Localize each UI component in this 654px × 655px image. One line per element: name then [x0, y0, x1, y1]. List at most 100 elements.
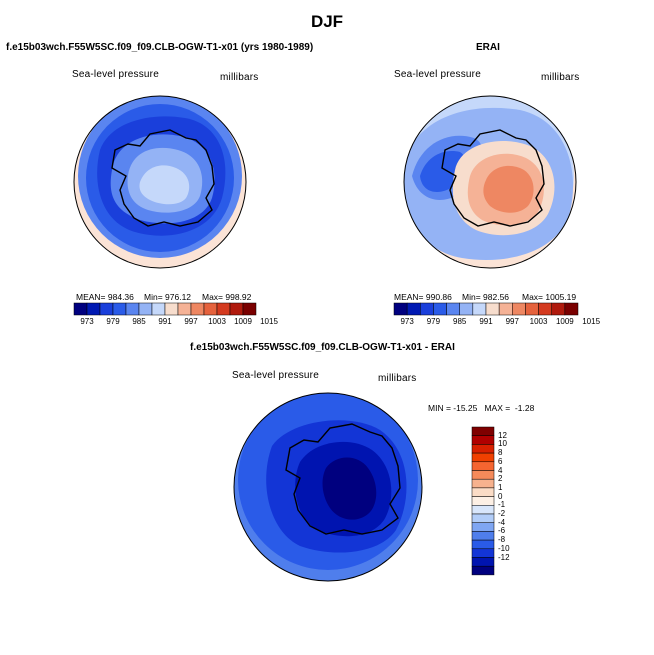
diff-colorbar-tick-label: 10 [498, 439, 507, 449]
obs-colorbar-box [446, 302, 460, 316]
obs-colorbar-box [512, 302, 526, 316]
model-colorbar-box [125, 302, 140, 316]
model-colorbar-box [190, 302, 205, 316]
obs-min-stat: Min= 982.56 [462, 292, 510, 302]
diff-colorbar-box [471, 487, 495, 497]
diff-colorbar-box [471, 426, 495, 436]
obs-colorbar-tick-label: 1003 [529, 317, 548, 326]
figure-title: DJF [310, 12, 344, 31]
model-colorbar-box [203, 302, 218, 316]
model-colorbar-box [151, 302, 166, 316]
obs-map-border [403, 95, 577, 269]
diff-map [234, 393, 422, 581]
diff-units-label: millibars [378, 373, 417, 384]
model-colorbar-tick-label: 997 [184, 317, 198, 326]
diff-colorbar-box [471, 513, 495, 523]
diff-colorbar-tick-label: -1 [498, 500, 506, 510]
model-max-stat: Max= 998.92 [202, 292, 252, 302]
obs-colorbar-tick-label: 979 [426, 317, 441, 326]
obs-colorbar-box [538, 302, 552, 316]
diff-colorbar-box [471, 539, 495, 550]
model-colorbar-tick-label: 979 [106, 317, 120, 326]
diff-colorbar-tick-label: -8 [498, 535, 506, 545]
model-map [74, 96, 246, 268]
diff-colorbar-tick-label: 4 [498, 465, 503, 475]
model-colorbar-box [229, 302, 244, 316]
model-colorbar-box [216, 302, 231, 316]
obs-max-stat: Max= 1005.19 [522, 292, 577, 302]
obs-map [404, 96, 576, 268]
diff-colorbar-tick-label: 1 [498, 482, 503, 492]
diff-colorbar-box [471, 557, 495, 567]
model-colorbar-tick-label: 1003 [208, 317, 226, 326]
model-colorbar-box [86, 302, 101, 316]
diff-colorbar-tick-label: 0 [498, 491, 503, 501]
model-colorbar-tick-label: 985 [132, 317, 146, 326]
obs-colorbar-tick-label: 1015 [582, 317, 601, 326]
obs-colorbar-box [433, 302, 447, 316]
model-panel-title: f.e15b03wch.F55W5SC.f09_f09.CLB-OGW-T1-x… [6, 42, 314, 53]
diff-antarctica-coastline [285, 423, 401, 535]
diff-colorbar-box [471, 505, 495, 515]
model-colorbar-box [177, 302, 192, 316]
diff-colorbar-box [471, 461, 495, 471]
diff-colorbar-box [471, 444, 495, 454]
diff-contour-min [322, 457, 377, 520]
model-colorbar-tick-label: 991 [158, 317, 172, 326]
obs-colorbar-box [485, 302, 500, 316]
obs-colorbar-box [564, 302, 579, 316]
model-colorbar-tick-label: 973 [80, 317, 94, 326]
model-contour-peak [139, 165, 190, 205]
model-colorbar-tick-label: 1015 [260, 317, 278, 326]
diff-panel-title: f.e15b03wch.F55W5SC.f09_f09.CLB-OGW-T1-x… [190, 342, 455, 353]
obs-colorbar-tick-label: 1009 [555, 317, 574, 326]
diff-colorbar-box [471, 496, 495, 506]
model-colorbar-box [99, 302, 114, 316]
diff-colorbar-tick-label: 2 [498, 474, 503, 484]
diff-colorbar-tick-label: -2 [498, 509, 506, 518]
model-colorbar-box [138, 302, 153, 316]
diff-colorbar-tick-label: -4 [498, 517, 506, 527]
obs-mean-stat: MEAN= 990.86 [394, 292, 452, 302]
diff-colorbar [471, 426, 495, 576]
diff-colorbar-tick-label: 8 [498, 448, 503, 458]
model-colorbar-box [73, 302, 88, 316]
obs-colorbar-box [525, 302, 539, 316]
obs-colorbar-box [498, 302, 513, 316]
diff-variable-label: Sea-level pressure [232, 370, 319, 381]
model-colorbar [73, 302, 257, 316]
diff-colorbar-box [471, 565, 495, 576]
model-colorbar-box [164, 302, 179, 316]
diff-colorbar-box [471, 435, 495, 445]
diff-colorbar-tick-label: -10 [498, 543, 510, 553]
model-colorbar-tick-label: 1009 [234, 317, 252, 326]
diff-colorbar-box [471, 548, 495, 558]
obs-variable-label: Sea-level pressure [394, 69, 481, 80]
diff-colorbar-tick-label: -12 [498, 552, 510, 562]
diff-colorbar-box [471, 470, 495, 480]
obs-colorbar-tick-label: 991 [479, 317, 493, 326]
diff-colorbar-box [471, 531, 495, 541]
obs-colorbar-box [551, 302, 566, 316]
obs-colorbar-box [459, 302, 474, 316]
obs-colorbar-box [406, 302, 421, 316]
diff-map-border [233, 392, 423, 582]
diff-colorbar-box [471, 452, 495, 463]
diff-colorbar-tick-label: 12 [498, 430, 507, 440]
diff-colorbar-tick-label: 6 [498, 456, 503, 466]
obs-panel-title: ERAI [476, 42, 500, 53]
model-colorbar-box [242, 302, 257, 316]
model-min-stat: Min= 976.12 [144, 292, 192, 302]
model-units-label: millibars [220, 72, 259, 83]
obs-colorbar-box [393, 302, 408, 316]
obs-colorbar-tick-label: 985 [453, 317, 467, 326]
diff-minmax-stat: MIN = -15.25 MAX = -1.28 [428, 403, 535, 413]
obs-contour-pos3 [483, 165, 534, 213]
obs-colorbar [393, 302, 579, 316]
obs-colorbar-tick-label: 973 [400, 317, 414, 326]
obs-units-label: millibars [541, 72, 580, 83]
obs-colorbar-box [420, 302, 434, 316]
diff-colorbar-tick-label: -6 [498, 526, 506, 536]
diff-colorbar-box [471, 522, 495, 532]
model-antarctica-coastline [111, 129, 215, 227]
